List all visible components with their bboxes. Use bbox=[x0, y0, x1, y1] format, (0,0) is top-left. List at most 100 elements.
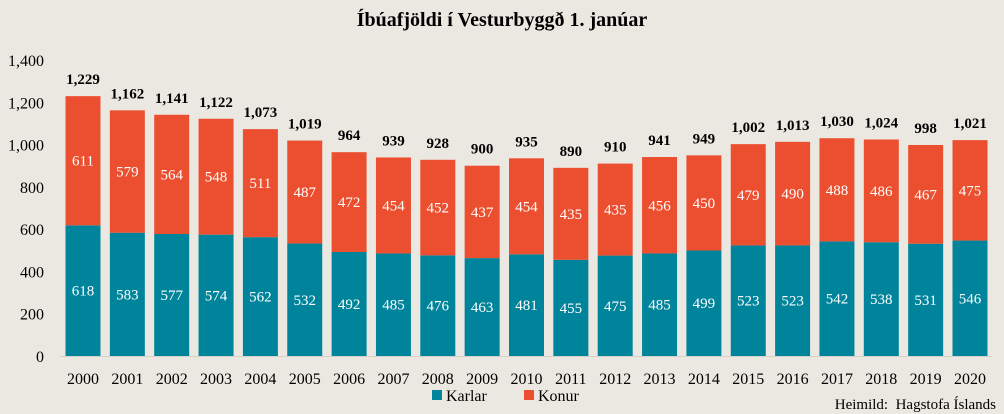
bar-karlar bbox=[331, 251, 367, 356]
legend: Karlar Konur bbox=[432, 388, 580, 405]
data-label-total: 1,073 bbox=[244, 105, 278, 121]
bar-konur bbox=[553, 167, 589, 260]
x-tick-label: 2005 bbox=[289, 371, 321, 388]
y-tick-label: 600 bbox=[20, 222, 44, 239]
bar-karlar bbox=[109, 232, 145, 356]
x-tick-label: 2014 bbox=[688, 371, 720, 388]
bar-karlar bbox=[65, 225, 101, 356]
x-tick-label: 2008 bbox=[422, 371, 454, 388]
x-tick-label: 2001 bbox=[111, 371, 143, 388]
source-note: Heimild: Hagstofa Íslands bbox=[835, 396, 996, 413]
bar-konur bbox=[287, 140, 323, 244]
bar-konur bbox=[952, 140, 988, 241]
data-label-karlar: 485 bbox=[382, 298, 405, 314]
data-label-total: 1,229 bbox=[66, 72, 100, 88]
bar-konur bbox=[464, 165, 500, 259]
x-tick-label: 2013 bbox=[644, 371, 676, 388]
data-label-konur: 454 bbox=[382, 198, 405, 214]
data-label-karlar: 577 bbox=[160, 288, 183, 304]
data-label-konur: 579 bbox=[116, 165, 139, 181]
bar-karlar bbox=[819, 241, 855, 356]
x-tick-label: 2004 bbox=[244, 371, 276, 388]
data-label-karlar: 485 bbox=[648, 298, 671, 314]
data-label-konur: 467 bbox=[914, 187, 937, 203]
data-label-total: 1,013 bbox=[776, 118, 810, 134]
bar-konur bbox=[154, 114, 190, 235]
x-tick-label: 2006 bbox=[333, 371, 365, 388]
data-label-total: 928 bbox=[427, 136, 450, 152]
x-tick-label: 2003 bbox=[200, 371, 232, 388]
data-label-karlar: 538 bbox=[870, 292, 893, 308]
bar-konur bbox=[642, 157, 678, 254]
data-label-total: 1,002 bbox=[731, 120, 765, 136]
data-label-konur: 454 bbox=[515, 199, 538, 215]
data-label-konur: 452 bbox=[427, 201, 450, 217]
data-label-karlar: 476 bbox=[427, 299, 450, 315]
x-tick-label: 2007 bbox=[377, 371, 409, 388]
data-label-konur: 511 bbox=[249, 176, 271, 192]
bar-karlar bbox=[154, 234, 190, 356]
x-tick-label: 2002 bbox=[156, 371, 188, 388]
bar-karlar bbox=[597, 255, 633, 356]
data-label-konur: 486 bbox=[870, 184, 893, 200]
data-label-konur: 479 bbox=[737, 188, 760, 204]
data-label-karlar: 455 bbox=[560, 301, 583, 317]
data-label-karlar: 463 bbox=[471, 300, 494, 316]
data-label-total: 998 bbox=[914, 121, 937, 137]
x-tick-label: 2009 bbox=[466, 371, 498, 388]
data-label-total: 1,021 bbox=[953, 116, 987, 132]
bar-konur bbox=[375, 157, 411, 254]
data-label-karlar: 499 bbox=[693, 296, 716, 312]
bar-karlar bbox=[863, 242, 899, 356]
data-label-total: 949 bbox=[693, 131, 716, 147]
x-tick-label: 2012 bbox=[599, 371, 631, 388]
y-tick-label: 1,000 bbox=[8, 138, 44, 155]
bar-karlar bbox=[287, 243, 323, 356]
data-label-konur: 475 bbox=[959, 183, 982, 199]
data-label-total: 900 bbox=[471, 142, 494, 158]
data-label-konur: 435 bbox=[604, 203, 627, 219]
y-tick-label: 400 bbox=[20, 264, 44, 281]
bar-konur bbox=[65, 96, 101, 226]
data-label-konur: 490 bbox=[781, 187, 804, 203]
data-label-total: 910 bbox=[604, 140, 627, 156]
y-tick-label: 200 bbox=[20, 307, 44, 324]
bar-konur bbox=[109, 110, 145, 233]
data-label-karlar: 583 bbox=[116, 287, 139, 303]
bar-karlar bbox=[553, 259, 589, 356]
bar-karlar bbox=[464, 258, 500, 356]
data-label-konur: 456 bbox=[648, 198, 671, 214]
x-tick-label: 2011 bbox=[555, 371, 586, 388]
bar-konur bbox=[908, 144, 944, 244]
data-label-karlar: 546 bbox=[959, 291, 982, 307]
bar-karlar bbox=[775, 245, 811, 356]
x-tick-label: 2017 bbox=[821, 371, 853, 388]
chart-title: Íbúafjöldi í Vesturbyggð 1. janúar bbox=[357, 8, 648, 31]
data-label-karlar: 481 bbox=[515, 298, 538, 314]
data-label-total: 1,141 bbox=[155, 91, 189, 107]
bar-konur bbox=[730, 144, 766, 246]
bar-karlar bbox=[420, 255, 456, 356]
data-label-total: 964 bbox=[338, 128, 361, 144]
bar-karlar bbox=[242, 237, 278, 356]
data-label-total: 939 bbox=[382, 133, 405, 149]
bar-konur bbox=[242, 129, 278, 238]
data-label-karlar: 562 bbox=[249, 290, 272, 306]
bar-karlar bbox=[952, 240, 988, 356]
legend-swatch-karlar bbox=[432, 390, 442, 400]
bar-karlar bbox=[642, 253, 678, 356]
bar-konur bbox=[597, 163, 633, 256]
x-tick-label: 2016 bbox=[777, 371, 809, 388]
data-label-total: 1,122 bbox=[199, 95, 233, 111]
bar-konur bbox=[686, 155, 722, 251]
data-label-karlar: 523 bbox=[781, 294, 804, 310]
y-tick-label: 800 bbox=[20, 180, 44, 197]
x-tick-label: 2020 bbox=[954, 371, 986, 388]
data-label-konur: 435 bbox=[560, 207, 583, 223]
data-label-total: 1,030 bbox=[820, 114, 854, 130]
data-label-konur: 564 bbox=[160, 167, 183, 183]
legend-label-karlar: Karlar bbox=[446, 388, 488, 405]
bar-konur bbox=[863, 139, 899, 243]
bar-karlar bbox=[686, 250, 722, 356]
data-label-konur: 472 bbox=[338, 195, 361, 211]
